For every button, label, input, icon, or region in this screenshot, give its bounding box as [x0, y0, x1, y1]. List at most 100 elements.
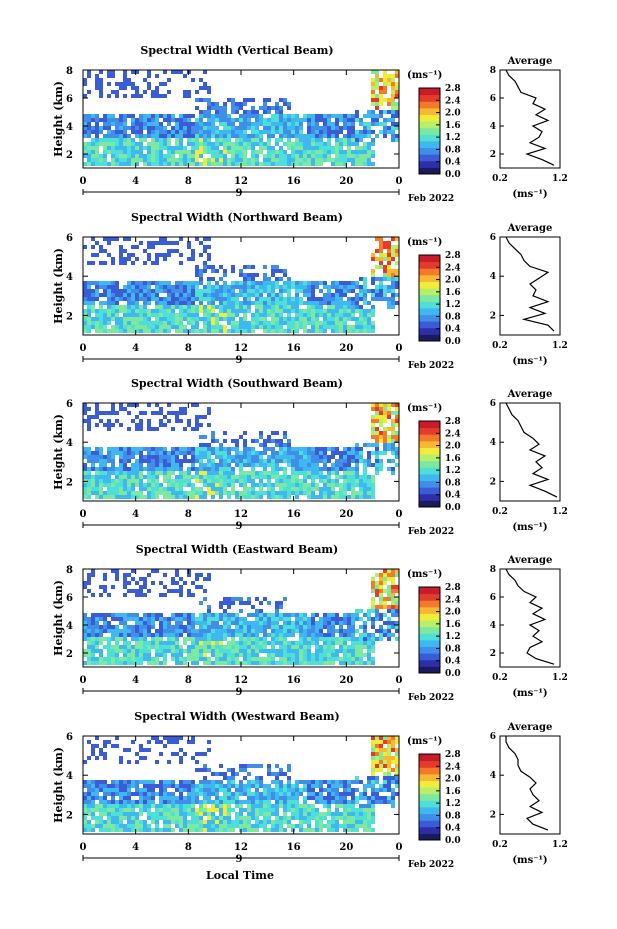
- x-tick-label: 8: [185, 675, 192, 686]
- y-tick-label: 2: [66, 810, 73, 821]
- y-tick-label: 6: [66, 593, 73, 604]
- y-tick-label: 2: [66, 649, 73, 660]
- colorbar-swatch: [419, 107, 440, 115]
- average-x-label: (ms⁻¹): [512, 189, 547, 200]
- colorbar-swatch: [419, 646, 440, 654]
- colorbar-tick-label: 1.2: [445, 466, 461, 476]
- colorbar-tick-label: 0.0: [445, 503, 461, 513]
- colorbar-tick-label: 1.6: [445, 787, 461, 797]
- colorbar-swatch: [419, 140, 440, 149]
- colorbar-swatch: [419, 427, 440, 435]
- colorbar-swatch: [419, 454, 440, 462]
- heatmap-field: [83, 736, 399, 832]
- colorbar-swatch: [419, 780, 440, 788]
- colorbar-tick-label: 0.8: [445, 644, 461, 654]
- colorbar-frame: [418, 420, 441, 508]
- y-tick-label: 4: [66, 438, 73, 449]
- x-tick-label: 20: [339, 842, 353, 853]
- average-title: Average: [507, 223, 553, 234]
- panel-title: Spectral Width (Eastward Beam): [136, 543, 338, 556]
- colorbar-swatch: [419, 460, 440, 468]
- colorbar-swatch: [419, 154, 440, 162]
- average-frame: [499, 735, 561, 835]
- y-tick-label: 4: [66, 771, 73, 782]
- x-tick-label: 20: [339, 176, 353, 187]
- average-profile: Average 2 4 6 0.2 1.2 (ms⁻¹): [490, 389, 568, 533]
- date-label: Feb 2022: [408, 527, 454, 537]
- average-y-tick-label: 4: [490, 621, 496, 631]
- colorbar-swatch: [419, 500, 440, 508]
- colorbar-swatch: [419, 447, 440, 455]
- x-tick-label: 0: [80, 509, 87, 520]
- x-tick-label: 16: [287, 343, 301, 354]
- colorbar: 0.0 0.4 0.8 1.2 1.6 2.0 2.4 2.8: [418, 417, 461, 513]
- colorbar-swatch: [419, 301, 440, 309]
- colorbar-swatch: [419, 613, 440, 621]
- x-tick-label: 0: [396, 675, 403, 686]
- colorbar-tick-label: 0.8: [445, 145, 461, 155]
- colorbar-frame: [418, 87, 441, 175]
- x-tick-label: 12: [234, 343, 248, 354]
- average-y-tick-label: 6: [490, 399, 496, 409]
- average-x-tick-label: 1.2: [552, 341, 568, 351]
- average-profile: Average 2 4 6 0.2 1.2 (ms⁻¹): [490, 722, 568, 866]
- y-tick-label: 8: [66, 66, 73, 77]
- colorbar-tick-label: 1.6: [445, 121, 461, 131]
- panel-2: Spectral Width (Northward Beam)246Height…: [52, 211, 568, 371]
- x-tick-label: 4: [132, 176, 139, 187]
- colorbar-tick-label: 2.0: [445, 109, 461, 119]
- average-x-label: (ms⁻¹): [512, 855, 547, 866]
- day-label: 9: [236, 521, 243, 532]
- average-frame: [499, 568, 561, 668]
- y-axis-label: Height (km): [52, 414, 65, 490]
- colorbar-swatch: [419, 121, 440, 129]
- colorbar-tick-label: 2.4: [445, 762, 461, 772]
- y-tick-label: 4: [66, 272, 73, 283]
- colorbar-tick-label: 1.6: [445, 454, 461, 464]
- colorbar-tick-label: 0.4: [445, 325, 461, 335]
- colorbar-tick-label: 2.4: [445, 595, 461, 605]
- colorbar-swatch: [419, 334, 440, 342]
- colorbar-tick-label: 2.0: [445, 442, 461, 452]
- panel-1: Spectral Width (Vertical Beam)2468Height…: [52, 44, 568, 204]
- colorbar-swatch: [419, 639, 440, 648]
- heatmap-field: [83, 403, 399, 499]
- colorbar-swatch: [419, 800, 440, 808]
- colorbar-swatch: [419, 268, 440, 276]
- colorbar-swatch: [419, 134, 440, 142]
- average-x-tick-label: 0.2: [492, 673, 508, 683]
- x-tick-label: 4: [132, 842, 139, 853]
- colorbar-swatch: [419, 167, 440, 175]
- average-y-tick-label: 6: [490, 593, 496, 603]
- colorbar-swatch: [419, 434, 440, 442]
- x-tick-label: 12: [234, 675, 248, 686]
- average-title: Average: [507, 56, 553, 67]
- x-tick-label: 8: [185, 842, 192, 853]
- colorbar-tick-label: 1.6: [445, 288, 461, 298]
- colorbar-swatch: [419, 480, 440, 488]
- x-tick-label: 0: [396, 509, 403, 520]
- colorbar-tick-label: 0.0: [445, 669, 461, 679]
- day-label: 9: [236, 355, 243, 366]
- panel-3: Spectral Width (Southward Beam) 2 4 6 Height…: [52, 377, 568, 537]
- average-y-tick-label: 6: [490, 233, 496, 243]
- colorbar-swatch: [419, 659, 440, 667]
- average-y-tick-label: 2: [490, 477, 496, 487]
- average-y-tick-label: 4: [490, 771, 496, 781]
- colorbar-tick-label: 1.2: [445, 799, 461, 809]
- colorbar-swatch: [419, 600, 440, 608]
- panel-title: Spectral Width (Southward Beam): [131, 377, 343, 390]
- y-axis-label: Height (km): [52, 248, 65, 324]
- colorbar-tick-label: 2.8: [445, 417, 461, 427]
- colorbar-tick-label: 0.8: [445, 811, 461, 821]
- colorbar-swatch: [419, 114, 440, 122]
- x-tick-label: 0: [80, 343, 87, 354]
- colorbar-swatch: [419, 587, 440, 595]
- colorbar-swatch: [419, 767, 440, 775]
- average-y-tick-label: 6: [490, 94, 496, 104]
- average-profile-line: [505, 236, 555, 332]
- colorbar-unit: (ms⁻¹): [407, 569, 442, 580]
- x-tick-label: 8: [185, 176, 192, 187]
- colorbar-swatch: [419, 833, 440, 841]
